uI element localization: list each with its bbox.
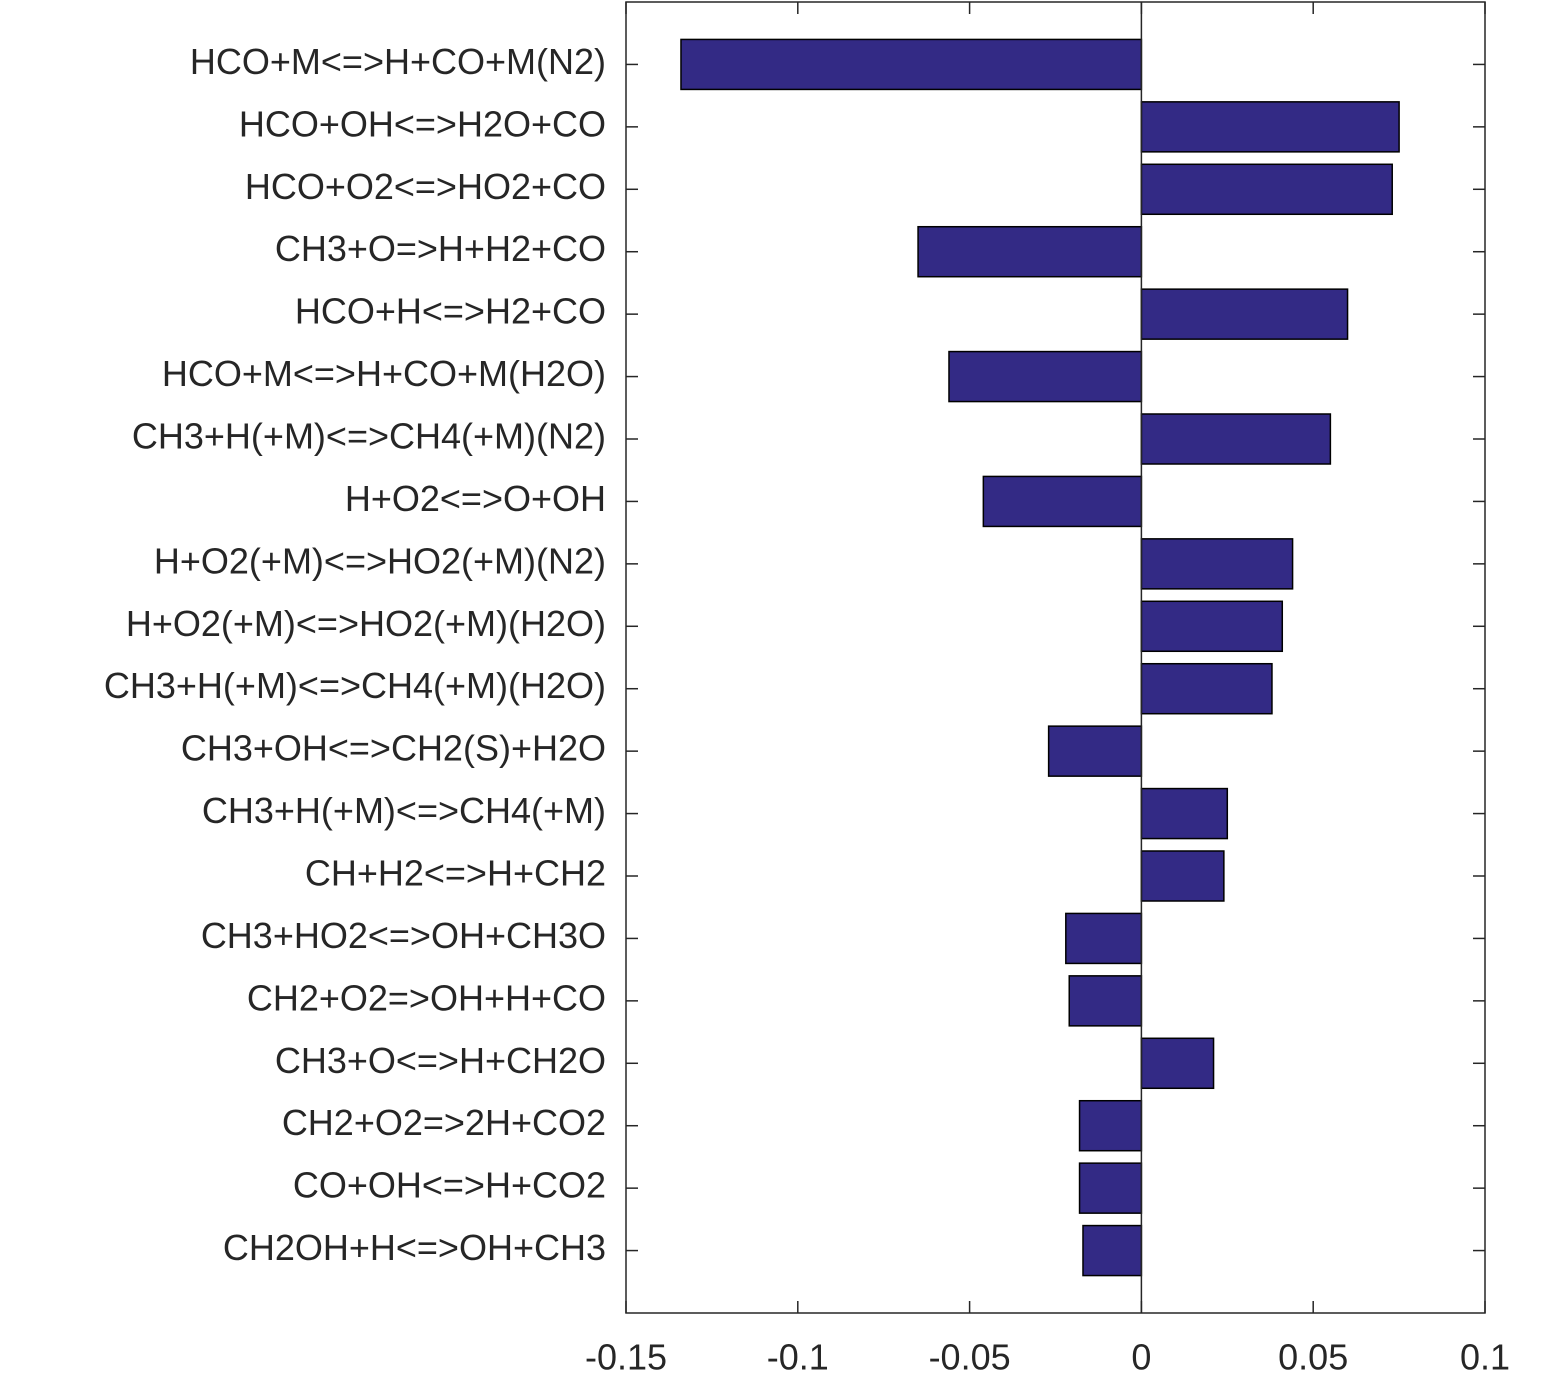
x-tick-label: -0.05: [929, 1337, 1011, 1378]
bar: [982, 475, 1143, 528]
y-tick-label: CO+OH<=>H+CO2: [293, 1165, 606, 1206]
plot-frame: [625, 1, 1486, 1314]
y-tick-label: CH2OH+H<=>OH+CH3: [223, 1227, 606, 1268]
y-tick-label: HCO+H<=>H2+CO: [295, 291, 606, 332]
y-tick-label: CH3+H(+M)<=>CH4(+M)(H2O): [104, 665, 606, 706]
bar: [917, 225, 1143, 278]
bar: [1140, 538, 1294, 590]
y-tick-label: CH3+HO2<=>OH+CH3O: [201, 915, 606, 956]
y-tick-label: CH3+O<=>H+CH2O: [275, 1040, 606, 1081]
bar: [1140, 787, 1229, 840]
bar: [1047, 725, 1143, 777]
y-tick-label: CH2+O2=>2H+CO2: [282, 1102, 606, 1143]
bar: [1065, 912, 1143, 965]
y-tick-label: CH2+O2=>OH+H+CO: [247, 977, 606, 1018]
bar: [1068, 975, 1143, 1027]
bar: [680, 38, 1143, 91]
x-tick-label: -0.15: [585, 1337, 667, 1378]
y-tick-label: H+O2(+M)<=>HO2(+M)(H2O): [126, 603, 606, 644]
bar: [1140, 101, 1400, 153]
y-tick-label: CH3+OH<=>CH2(S)+H2O: [181, 728, 606, 769]
x-tick-label: -0.1: [767, 1337, 829, 1378]
y-tick-label: HCO+OH<=>H2O+CO: [239, 103, 606, 144]
y-tick-label: CH3+H(+M)<=>CH4(+M)(N2): [132, 416, 606, 457]
bar: [948, 350, 1143, 403]
y-tick-label: CH3+H(+M)<=>CH4(+M): [202, 790, 606, 831]
bar: [1082, 1224, 1143, 1277]
bar: [1140, 1037, 1215, 1090]
bar: [1140, 662, 1273, 715]
bar: [1078, 1099, 1143, 1152]
bar: [1078, 1162, 1143, 1214]
bar: [1140, 600, 1284, 653]
x-tick-label: 0.1: [1460, 1337, 1510, 1378]
y-tick-label: CH+H2<=>H+CH2: [305, 853, 606, 894]
bar: [1140, 163, 1393, 216]
bar: [1140, 413, 1332, 465]
x-tick-label: 0: [1131, 1337, 1151, 1378]
bar: [1140, 288, 1349, 340]
bar: [1140, 850, 1225, 902]
y-tick-label: HCO+M<=>H+CO+M(H2O): [162, 353, 606, 394]
y-tick-label: H+O2(+M)<=>HO2(+M)(N2): [154, 540, 606, 581]
y-tick-label: H+O2<=>O+OH: [345, 478, 606, 519]
y-tick-label: HCO+O2<=>HO2+CO: [245, 166, 606, 207]
y-tick-label: CH3+O=>H+H2+CO: [275, 228, 606, 269]
y-tick-label: HCO+M<=>H+CO+M(N2): [190, 41, 606, 82]
x-tick-label: 0.05: [1278, 1337, 1348, 1378]
